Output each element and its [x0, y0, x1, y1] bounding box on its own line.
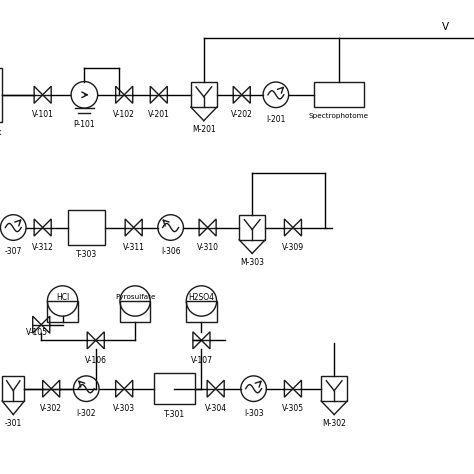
Bar: [2, 376, 24, 401]
Bar: [120, 301, 150, 322]
Text: I-302: I-302: [76, 409, 96, 418]
Text: P-101: P-101: [73, 120, 95, 129]
Bar: [186, 301, 217, 322]
Text: H2SO4: H2SO4: [189, 293, 214, 301]
Bar: [239, 215, 265, 240]
Bar: [0, 67, 2, 122]
Text: -301: -301: [5, 419, 22, 428]
Text: HCl: HCl: [56, 293, 69, 301]
Text: V-304: V-304: [205, 404, 227, 413]
Text: I-306: I-306: [161, 247, 181, 256]
Bar: [155, 374, 195, 404]
Text: Pyrosulfate: Pyrosulfate: [115, 294, 155, 300]
Bar: [68, 210, 105, 245]
Text: M-201: M-201: [192, 126, 216, 135]
Text: M-302: M-302: [322, 419, 346, 428]
Text: V-309: V-309: [282, 243, 304, 252]
Text: V-302: V-302: [40, 404, 62, 413]
Text: V-102: V-102: [113, 110, 135, 119]
Bar: [314, 82, 364, 107]
Text: V-101: V-101: [32, 110, 54, 119]
Text: V-305: V-305: [282, 404, 304, 413]
Text: V-310: V-310: [197, 243, 219, 252]
Text: V-106: V-106: [85, 356, 107, 365]
Bar: [47, 301, 78, 322]
Text: T-301: T-301: [164, 410, 185, 419]
Text: V-201: V-201: [148, 110, 170, 119]
Text: V-202: V-202: [231, 110, 253, 119]
Text: Tank: Tank: [0, 128, 2, 137]
Text: V-312: V-312: [32, 243, 54, 252]
Text: I-303: I-303: [244, 409, 264, 418]
Text: V-303: V-303: [113, 404, 135, 413]
Text: Spectrophotome: Spectrophotome: [309, 113, 369, 119]
Bar: [321, 376, 347, 401]
Text: -307: -307: [5, 247, 22, 256]
Text: M-303: M-303: [240, 258, 264, 267]
Text: T-303: T-303: [76, 250, 97, 259]
Text: V-107: V-107: [191, 356, 212, 365]
Text: V-105: V-105: [26, 328, 47, 337]
Text: V-311: V-311: [123, 243, 145, 252]
Text: V: V: [442, 22, 449, 32]
Bar: [191, 82, 217, 107]
Text: I-201: I-201: [266, 115, 285, 124]
